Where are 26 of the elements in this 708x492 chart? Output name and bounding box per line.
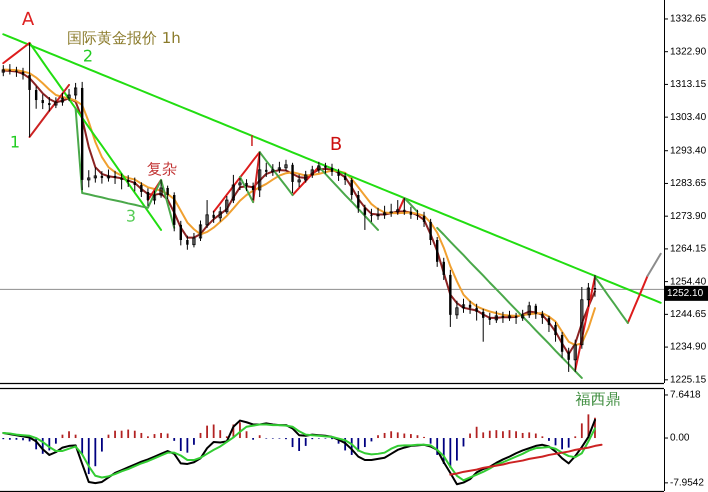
annotation: A: [22, 8, 34, 30]
ref-line-label: 1252.10: [665, 286, 708, 301]
title: 国际黄金报价 1h: [67, 29, 181, 48]
y-tick-label: 7.6418: [670, 390, 701, 401]
annotation: I: [250, 132, 254, 150]
annotation: 3: [126, 206, 136, 226]
annotation: B: [330, 134, 342, 155]
y-tick-label: 1254.40: [670, 276, 706, 288]
annotation: 1: [10, 132, 20, 152]
annotation: 2: [82, 46, 94, 66]
y-tick-label: 1303.40: [670, 112, 706, 123]
y-tick-label: 1293.40: [670, 145, 706, 156]
y-tick-label: 0.00: [670, 432, 690, 444]
y-tick-label: 1244.65: [670, 309, 706, 320]
y-tick-label: 1313.15: [670, 79, 706, 90]
annotation: 复杂: [147, 160, 177, 178]
y-tick-label: 1283.65: [670, 178, 706, 190]
ref-line-label: 1252.10: [667, 288, 704, 299]
y-tick-label: 1264.15: [670, 244, 706, 255]
y-tick-label: 1234.90: [670, 342, 706, 353]
y-tick-label: 1322.90: [670, 46, 706, 58]
y-tick-label: 1225.15: [670, 374, 706, 386]
y-tick-label: 1273.90: [670, 210, 706, 222]
y-tick-label: -7.9542: [670, 478, 704, 488]
annotation: 福西鼎: [576, 390, 620, 408]
y-tick-label: 1332.65: [670, 14, 706, 25]
